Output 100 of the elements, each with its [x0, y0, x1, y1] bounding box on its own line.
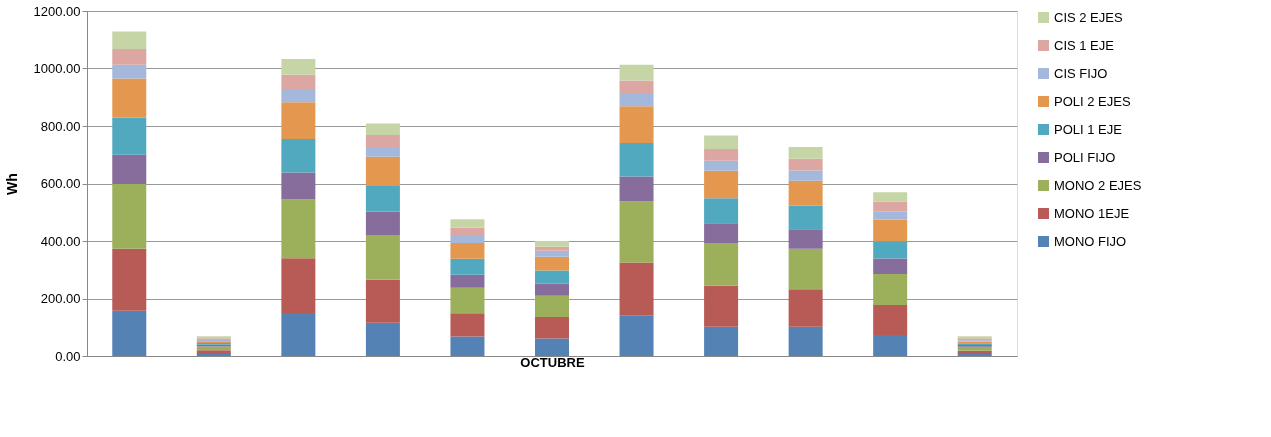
bar: [196, 350, 231, 354]
legend-label: MONO FIJO: [1054, 233, 1127, 249]
bar: [788, 158, 823, 171]
bar: [112, 64, 147, 79]
bar: [704, 149, 739, 161]
bar: [873, 201, 908, 212]
bar: [704, 326, 739, 356]
bar: [619, 94, 654, 107]
bar: [535, 241, 569, 247]
bar: [112, 184, 147, 249]
bar: [450, 336, 485, 356]
bar: [788, 146, 823, 159]
bar: [535, 270, 569, 284]
bar: [365, 279, 400, 323]
bar: [450, 227, 485, 235]
bar: [619, 201, 654, 263]
legend-label: POLI 2 EJES: [1054, 93, 1131, 109]
bar: [873, 305, 908, 336]
bar: [535, 338, 569, 356]
bar: [704, 223, 739, 244]
y-tick-label: 200.00: [40, 291, 81, 306]
bar: [281, 59, 316, 75]
bar: [535, 250, 569, 257]
bar: [281, 312, 316, 356]
bar: [365, 146, 400, 157]
bar: [281, 90, 316, 103]
bar: [450, 313, 485, 337]
bar: [704, 243, 739, 286]
bar: [704, 135, 739, 149]
bar: [450, 258, 485, 275]
bar: [619, 64, 654, 81]
y-tick-label: 1200.00: [33, 3, 81, 19]
bar: [957, 346, 992, 351]
y-axis-title: Wh: [3, 173, 20, 195]
legend-label: MONO 2 EJES: [1054, 177, 1142, 193]
bar: [535, 246, 569, 251]
bar: [957, 350, 992, 354]
bar: [450, 287, 485, 314]
bar: [535, 316, 569, 339]
bar: [365, 156, 400, 187]
bar: [535, 283, 569, 296]
legend-label: MONO 1EJE: [1054, 205, 1130, 221]
bar: [873, 335, 908, 356]
bar: [281, 74, 316, 91]
bar: [281, 138, 316, 173]
bar: [450, 234, 485, 244]
legend-label: CIS 2 EJES: [1054, 9, 1123, 25]
bar: [788, 170, 823, 181]
bar: [619, 262, 654, 316]
legend-label: POLI FIJO: [1054, 149, 1116, 165]
bar: [281, 258, 316, 313]
bar: [704, 198, 739, 224]
legend-label: CIS FIJO: [1054, 65, 1108, 81]
bar: [450, 243, 485, 259]
bar: [704, 170, 739, 199]
bar: [112, 248, 147, 311]
legend-label: POLI 1 EJE: [1054, 121, 1123, 137]
bar: [873, 241, 908, 259]
bar: [365, 234, 400, 280]
bar: [788, 205, 823, 230]
bar: [365, 322, 400, 356]
y-tick-label: 400.00: [40, 233, 81, 249]
bar: [873, 192, 908, 202]
bar: [788, 180, 823, 206]
bar: [788, 229, 823, 249]
y-tick-label: 600.00: [40, 176, 81, 191]
bar: [112, 78, 147, 118]
bar: [365, 123, 400, 135]
x-axis-title: OCTUBRE: [520, 354, 585, 370]
bar: [112, 117, 147, 155]
bar: [619, 176, 654, 202]
bar: [873, 274, 908, 306]
bar: [619, 106, 654, 143]
bar: [365, 211, 400, 235]
bar: [112, 31, 147, 49]
bar: [873, 258, 908, 275]
bar: [788, 248, 823, 290]
bar: [788, 289, 823, 327]
y-tick-label: 1000.00: [33, 61, 81, 76]
bar: [112, 48, 147, 65]
bar: [281, 199, 316, 259]
bar: [535, 256, 569, 271]
legend-label: CIS 1 EJE: [1054, 37, 1115, 53]
bar: [619, 80, 654, 95]
bar: [873, 211, 908, 220]
bar: [704, 285, 739, 327]
bar: [788, 326, 823, 356]
y-tick-label: 800.00: [40, 118, 81, 134]
bar: [450, 219, 485, 228]
bar: [281, 102, 316, 139]
bar: [450, 274, 485, 288]
bar: [704, 160, 739, 171]
bar: [619, 315, 654, 356]
bar: [365, 186, 400, 212]
bar: [112, 310, 147, 356]
bar: [281, 172, 316, 200]
bar: [873, 219, 908, 242]
bar: [112, 154, 147, 185]
bar: [535, 295, 569, 317]
y-tick-label: 0.00: [55, 348, 81, 364]
